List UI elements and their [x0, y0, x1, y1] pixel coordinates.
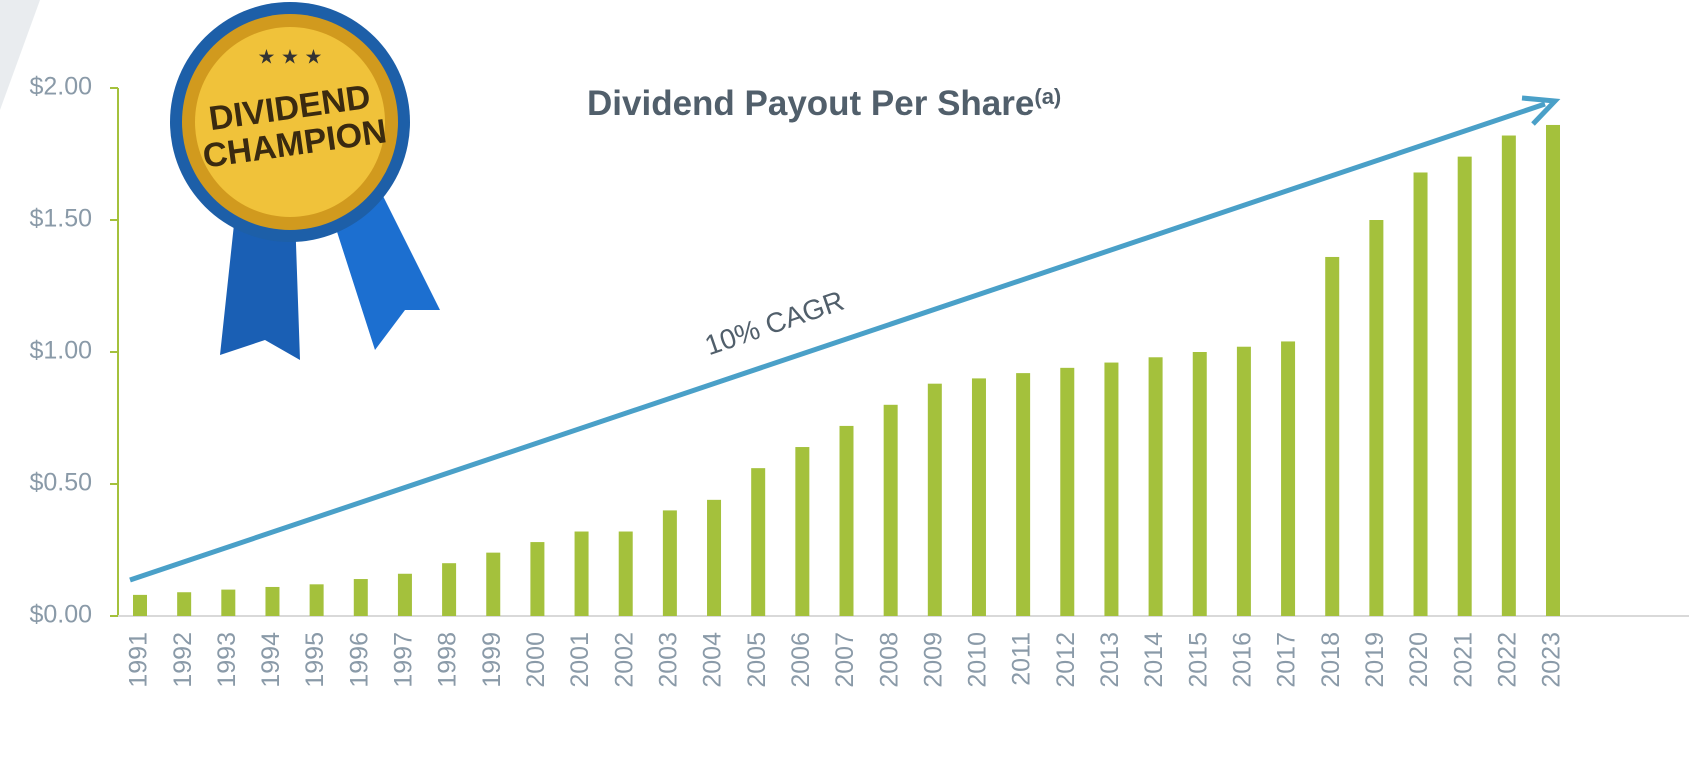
- x-tick-label: 2001: [566, 632, 594, 688]
- x-tick-label: 1993: [213, 632, 241, 688]
- y-tick-label: $2.00: [29, 73, 92, 101]
- bar: [1104, 362, 1119, 616]
- x-tick-label: 2022: [1493, 632, 1521, 688]
- x-tick-label: 2013: [1096, 632, 1124, 688]
- bar: [442, 563, 457, 616]
- x-tick-label: 1996: [345, 632, 373, 688]
- bar: [795, 447, 810, 616]
- bar: [1369, 220, 1384, 616]
- x-tick-label: 2021: [1449, 632, 1477, 688]
- bar: [221, 589, 236, 616]
- x-tick-label: 1995: [301, 632, 329, 688]
- x-tick-label: 1998: [434, 632, 462, 688]
- bar: [662, 510, 677, 616]
- bar: [1413, 172, 1428, 617]
- x-tick-label: 2012: [1052, 632, 1080, 688]
- bar: [707, 499, 722, 616]
- bar: [1457, 156, 1472, 616]
- bar: [1060, 367, 1075, 616]
- x-tick-label: 2011: [1008, 632, 1036, 686]
- bar: [574, 531, 589, 616]
- bar: [883, 404, 898, 616]
- corner-decoration: [0, 0, 40, 110]
- bar: [309, 584, 324, 616]
- bar: [1281, 341, 1296, 616]
- trend-arrow: [129, 101, 1546, 583]
- x-tick-label: 1992: [169, 632, 197, 688]
- bar: [1148, 357, 1163, 616]
- bar: [265, 586, 280, 616]
- x-tick-label: 2003: [654, 632, 682, 688]
- x-tick-label: 1997: [390, 632, 418, 688]
- x-tick-label: 1994: [257, 632, 285, 688]
- bar: [927, 383, 942, 616]
- bar: [1501, 135, 1516, 616]
- y-tick-label: $1.50: [29, 205, 92, 233]
- bar: [971, 378, 986, 616]
- svg-text:★ ★ ★: ★ ★ ★: [258, 46, 323, 68]
- x-tick-label: 2010: [964, 632, 992, 688]
- x-tick-label: 2014: [1140, 632, 1168, 688]
- x-tick-label: 2006: [787, 632, 815, 688]
- x-tick-label: 2016: [1229, 632, 1257, 688]
- bar: [530, 542, 545, 616]
- x-tick-label: 2009: [919, 632, 947, 688]
- x-tick-label: 1991: [125, 632, 153, 688]
- bar: [1236, 346, 1251, 616]
- annotation: 10% CAGR: [701, 285, 848, 361]
- x-tick-label: 2015: [1184, 632, 1212, 688]
- bar: [1016, 373, 1031, 616]
- bar: [133, 594, 147, 616]
- bar: [1546, 124, 1560, 617]
- bar: [751, 468, 766, 616]
- bar: [1325, 256, 1340, 616]
- x-tick-label: 1999: [478, 632, 506, 688]
- bar: [839, 425, 854, 616]
- bar: [177, 592, 192, 616]
- x-tick-label: 2008: [875, 632, 903, 688]
- chart-title: Dividend Payout Per Share(a): [587, 84, 1061, 123]
- bar: [353, 579, 368, 616]
- x-tick-label: 2017: [1273, 632, 1301, 688]
- x-tick-label: 2019: [1361, 632, 1389, 688]
- x-tick-label: 2018: [1317, 632, 1345, 688]
- x-tick-label: 2002: [610, 632, 638, 688]
- x-tick-label: 2007: [831, 632, 859, 688]
- y-tick-label: $1.00: [29, 337, 92, 365]
- trend-arrow-head: [1521, 95, 1561, 126]
- x-tick-label: 2004: [699, 632, 727, 688]
- bar: [486, 552, 501, 616]
- bar: [397, 573, 412, 616]
- x-tick-label: 2000: [522, 632, 550, 688]
- bar: [1192, 352, 1207, 616]
- badge: ★ ★ ★ DIVIDEND CHAMPION: [170, 2, 440, 360]
- y-tick-label: $0.50: [29, 469, 92, 497]
- bar: [618, 531, 633, 616]
- y-tick-label: $0.00: [29, 601, 92, 629]
- x-tick-label: 2023: [1538, 632, 1566, 688]
- x-tick-label: 2005: [743, 632, 771, 688]
- title-note: (a): [1034, 84, 1061, 109]
- x-tick-label: 2020: [1405, 632, 1433, 688]
- title-text: Dividend Payout Per Share: [587, 84, 1034, 123]
